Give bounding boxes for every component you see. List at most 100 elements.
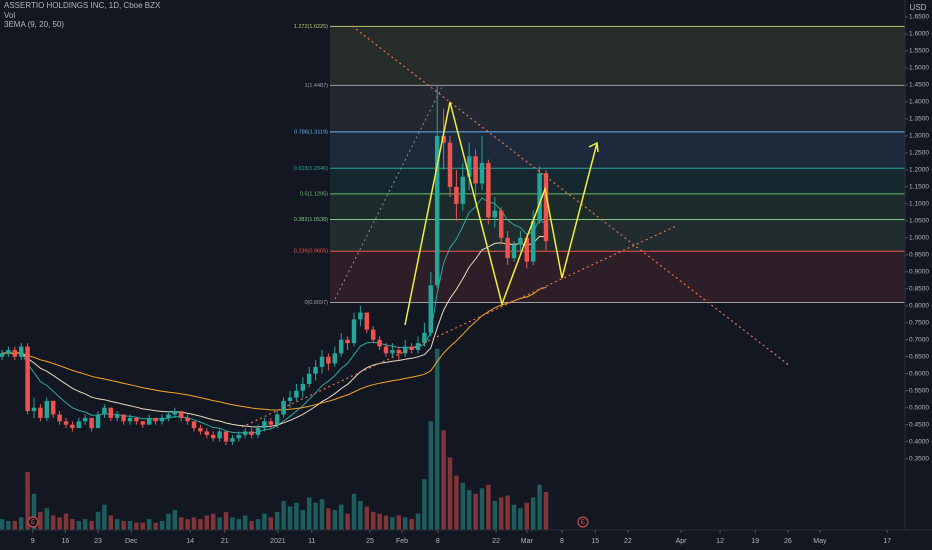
volume-bar [57,517,62,530]
y-tick-label: 0.9500 [909,252,929,259]
candle-body [38,407,43,418]
volume-bar [172,510,178,530]
candle-body [447,142,453,187]
symbol-title: ASSERTIO HOLDINGS INC, 1D, Cboe BZX [4,1,161,10]
volume-pane [0,348,549,530]
volume-bar [383,515,389,530]
candle-body [204,431,210,435]
candle-body [537,173,542,221]
x-tick-label: 8 [560,538,564,545]
y-tick-label: 0.5000 [909,404,929,411]
volume-bar [121,520,126,530]
volume-bar [0,519,5,530]
volume-bar [351,493,357,530]
x-tick-label: Dec [125,538,138,545]
candle-body [466,156,472,177]
volume-bar [217,517,222,530]
candle-body [287,397,293,401]
volume-bar [140,522,146,530]
candle-body [12,349,18,357]
candle-body [511,244,517,259]
candle-body [185,417,190,422]
x-tick-label: 11 [308,538,315,545]
fib-band [330,193,905,220]
candle-body [18,346,24,357]
volume-bar [377,513,382,530]
volume-bar [345,513,350,530]
volume-bar [364,506,370,530]
volume-bar [409,519,414,530]
candle-body [127,417,133,422]
x-tick-label: 25 [366,538,374,545]
volume-bar [319,499,325,530]
volume-bar [191,517,197,530]
candle-body [486,163,491,218]
candle-body [460,176,466,204]
volume-bar [166,513,171,530]
x-tick-label: 12 [716,538,724,545]
volume-bar [486,484,491,530]
volume-bar [511,504,517,530]
x-tick-label: 14 [186,538,194,545]
volume-bar [38,511,43,530]
y-tick-label: 0.4500 [909,421,929,428]
candle-body [518,237,523,245]
x-tick-label: May [813,538,827,545]
fib-retracement: 1.272(1.6225) 1(1.4487) 0.786(1.3119) 0.618… [294,24,905,306]
volume-bar [31,493,37,530]
fib-label: 0.5(1.1295) [300,191,328,197]
candle-body [223,431,229,442]
volume-bar [108,515,114,530]
volume-bar [230,517,235,530]
y-tick-label: 1.1500 [909,184,929,191]
x-tick-label: 22 [492,538,500,545]
candle-body [249,431,254,435]
candle-body [300,383,306,391]
drawings [241,25,791,428]
candle-body [492,210,498,218]
y-tick-label: 0.7000 [909,336,929,343]
volume-bar [6,520,11,530]
candle-body [434,135,440,286]
volume-bar [313,502,318,530]
fib-label: 0.618(1.2046) [294,166,328,172]
candle-body [172,411,178,415]
candle-body [338,339,344,354]
candle-body [114,414,120,418]
fib-band [330,26,905,86]
volume-bar [530,497,536,530]
candle-body [25,346,30,412]
y-tick-label: 1.6000 [909,31,929,38]
candle-body [121,414,126,422]
candle-body [396,349,402,354]
volume-bar [210,513,216,530]
y-tick-label: 0.7500 [909,319,929,326]
x-tick-label: Apr [676,538,688,545]
x-tick-label: 22 [624,538,632,545]
volume-bar [479,488,485,530]
volume-bar [262,513,267,530]
volume-bar [204,515,210,530]
volume-bar [185,519,190,530]
price-axis [905,0,932,550]
x-tick-label: 26 [784,538,792,545]
volume-bar [50,515,56,530]
volume-bar [466,490,472,530]
volume-bar [492,500,498,530]
candle-body [505,237,510,259]
volume-bar [338,504,344,530]
x-tick-label: 16 [61,538,69,545]
candle-body [351,319,357,344]
candle-body [50,400,56,415]
volume-bar [18,517,24,530]
volume-bar [370,511,376,530]
ema-line [1,286,547,411]
volume-bar [70,519,75,530]
volume-bar [255,519,261,530]
candle-body [31,407,37,412]
candles [0,84,549,446]
y-tick-label: 1.0500 [909,218,929,225]
candle-body [242,431,248,435]
volume-bar [89,520,94,530]
candle-body [524,237,530,262]
